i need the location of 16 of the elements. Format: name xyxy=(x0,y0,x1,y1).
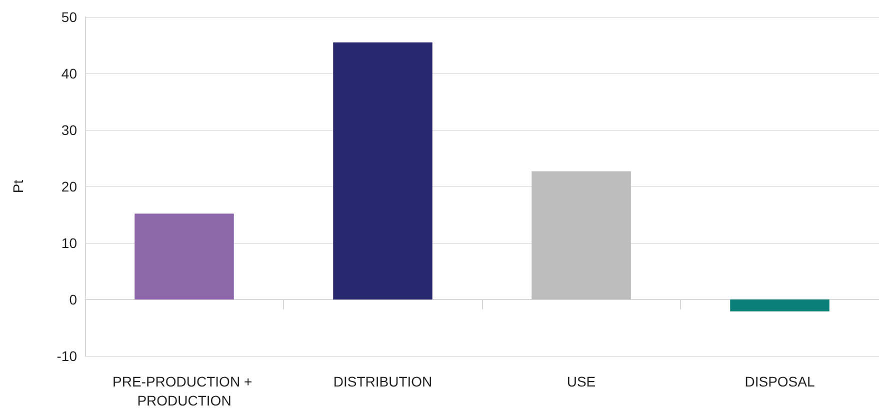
x-tick-label: USE xyxy=(566,374,596,390)
y-tick-label: 0 xyxy=(69,292,78,308)
y-tick-label: 20 xyxy=(61,178,78,194)
y-tick-label: 40 xyxy=(61,66,78,82)
bar xyxy=(134,214,234,300)
y-tick-label: -10 xyxy=(56,348,78,364)
y-tick-label: 30 xyxy=(61,122,78,138)
bar xyxy=(333,42,432,300)
y-axis-title: Pt xyxy=(10,180,26,194)
x-tick-label: PRE-PRODUCTION + PRODUCTION xyxy=(112,374,256,408)
y-tick-label: 50 xyxy=(61,9,78,25)
y-tick-label: 10 xyxy=(61,235,78,251)
x-tick-label: DISTRIBUTION xyxy=(333,374,432,390)
x-tick-label: DISPOSAL xyxy=(744,374,815,390)
bar xyxy=(730,300,830,312)
bar xyxy=(532,171,631,300)
